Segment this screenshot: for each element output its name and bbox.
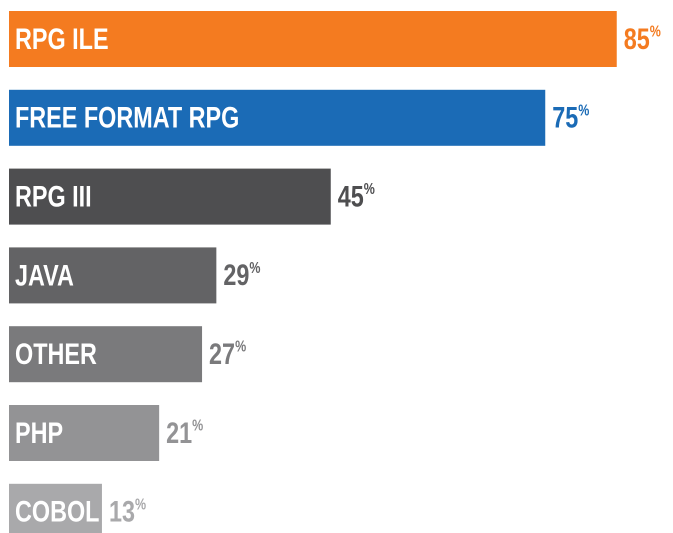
value-label: 21%: [166, 416, 203, 449]
bar: [9, 168, 331, 225]
category-label: COBOL: [15, 495, 99, 528]
bar: [9, 326, 203, 383]
bar: [9, 405, 160, 461]
value-label: 13%: [109, 495, 146, 528]
value-label: 27%: [209, 337, 246, 370]
value-label: 45%: [338, 180, 375, 213]
bar: [9, 89, 546, 146]
bar: [9, 483, 102, 533]
category-label: OTHER: [15, 337, 97, 370]
bar: [9, 247, 217, 304]
category-label: JAVA: [15, 259, 74, 292]
category-label: RPG ILE: [15, 22, 109, 55]
category-label: FREE FORMAT RPG: [15, 101, 239, 134]
value-label: 29%: [223, 259, 260, 292]
value-label: 75%: [552, 101, 589, 134]
value-label: 85%: [624, 22, 661, 55]
category-label: PHP: [15, 416, 63, 449]
category-label: RPG III: [15, 180, 92, 213]
bar: [9, 11, 617, 67]
